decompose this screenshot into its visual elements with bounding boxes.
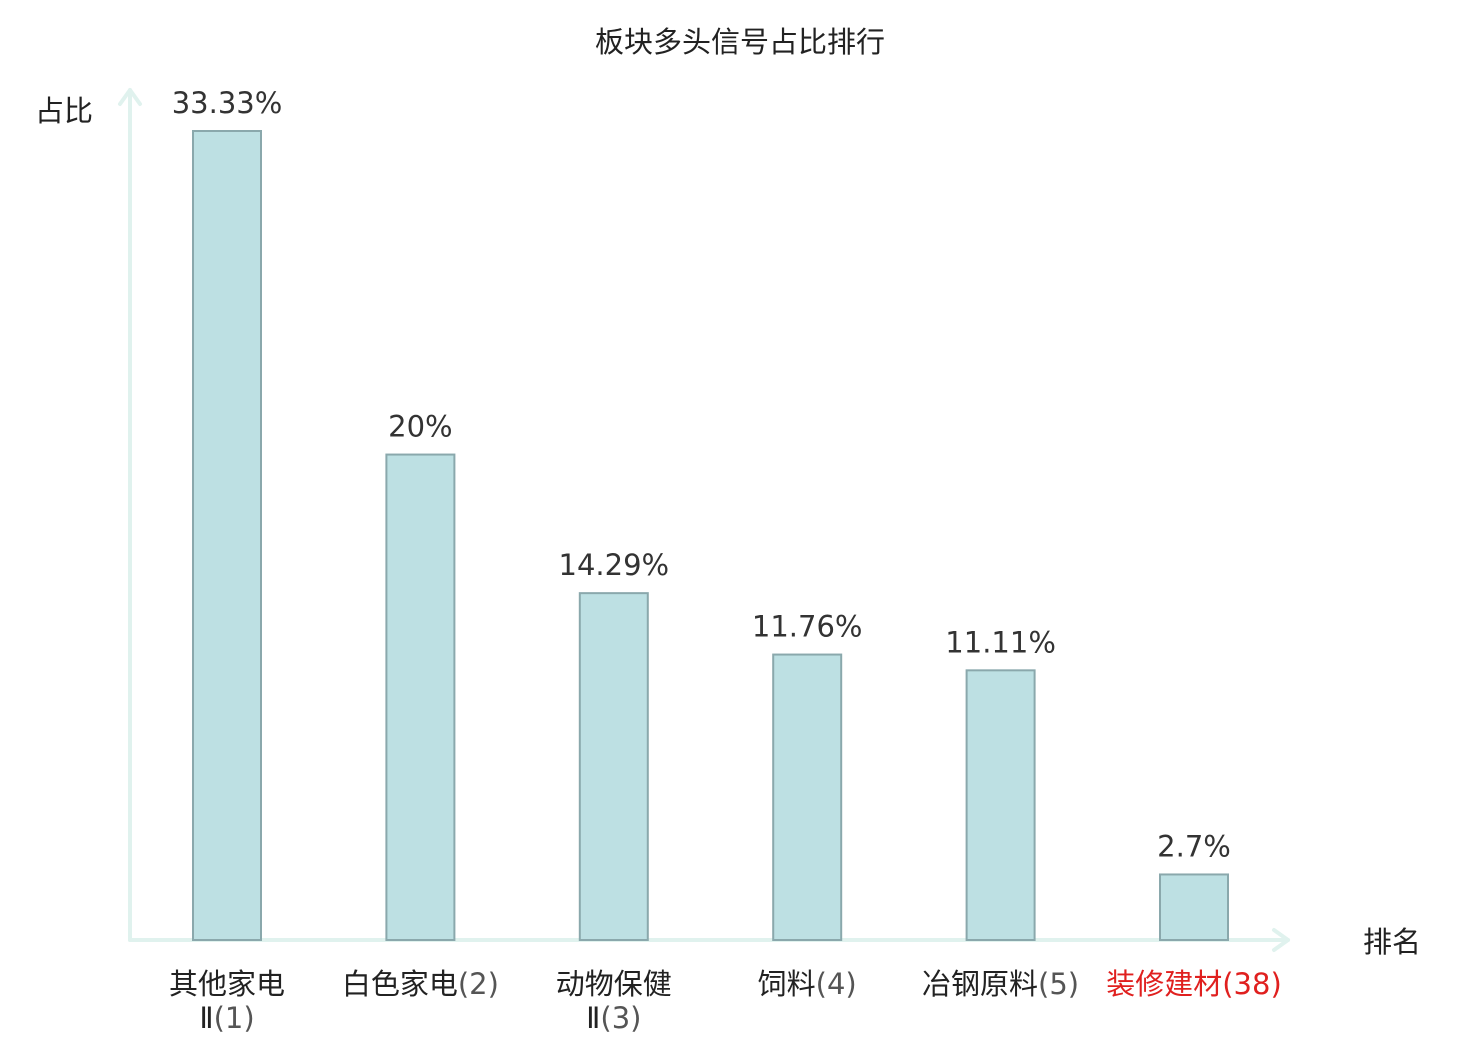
value-label: 11.76% <box>752 610 863 644</box>
category-label: 动物保健 Ⅱ(3) <box>556 967 672 1035</box>
category-rank: (4) <box>816 967 857 1001</box>
value-label: 20% <box>388 410 452 444</box>
value-label: 33.33% <box>172 86 283 120</box>
category-rank: (2) <box>458 967 499 1001</box>
category-label: 装修建材(38) <box>1106 967 1282 1001</box>
category-label: 饲料(4) <box>758 967 857 1001</box>
value-label: 11.11% <box>945 625 1056 659</box>
bar <box>578 592 649 942</box>
axes <box>118 88 1290 952</box>
category-label-line: 白色家电(2) <box>342 967 499 1001</box>
category-label: 白色家电(2) <box>342 967 499 1001</box>
bar <box>965 669 1036 941</box>
category-label-line: 其他家电 <box>169 967 285 1001</box>
category-label-line: Ⅱ(3) <box>586 1001 641 1035</box>
x-axis-label: 排名 <box>1363 925 1421 959</box>
category-label-line: 冶钢原料(5) <box>922 967 1079 1001</box>
chart-title: 板块多头信号占比排行 <box>595 25 885 59</box>
value-label: 14.29% <box>559 548 670 582</box>
category-label-line: 装修建材(38) <box>1106 967 1282 1001</box>
bars-group <box>192 130 1229 942</box>
category-rank: (38) <box>1222 967 1282 1001</box>
value-label: 2.7% <box>1157 829 1231 863</box>
y-axis-arrow <box>118 88 142 106</box>
y-axis-label: 占比 <box>35 94 93 128</box>
category-label: 冶钢原料(5) <box>922 967 1079 1001</box>
bar <box>772 653 843 942</box>
category-rank: (5) <box>1038 967 1079 1001</box>
bar <box>385 453 456 941</box>
category-labels-group: 其他家电 Ⅱ(1) 白色家电(2) 动物保健 Ⅱ(3) 饲料(4) 冶钢原料(5) 装修建材(… <box>169 967 1282 1035</box>
bar <box>192 130 262 941</box>
category-label: 其他家电 Ⅱ(1) <box>169 967 285 1035</box>
category-label-line: 动物保健 <box>556 967 672 1001</box>
category-rank: (3) <box>600 1001 641 1035</box>
category-label-line: Ⅱ(1) <box>199 1001 254 1035</box>
value-labels-group: 33.33% 20% 14.29% 11.76% 11.11% 2.7% <box>172 86 1231 863</box>
x-axis-arrow <box>1272 928 1290 952</box>
category-rank: (1) <box>214 1001 255 1035</box>
bar <box>1159 873 1229 941</box>
category-label-line: 饲料(4) <box>758 967 857 1001</box>
